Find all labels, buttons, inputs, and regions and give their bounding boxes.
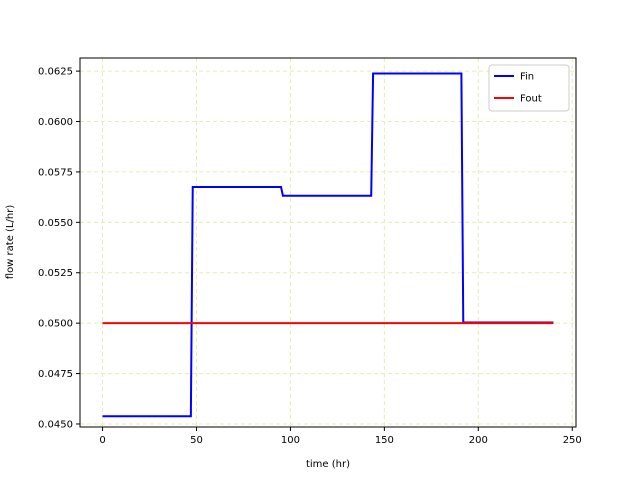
y-axis-ticks: 0.0450 0.0475 0.0500 0.0525 0.0550 0.0575 0.06… (38, 67, 80, 430)
legend: Fin Fout (488, 64, 570, 112)
legend-label-fin: Fin (520, 72, 534, 83)
plot-frame (79, 57, 577, 428)
legend-label-fout: Fout (520, 94, 542, 105)
x-tick-label: 50 (190, 435, 203, 446)
x-tick-label: 250 (563, 435, 582, 446)
x-axis-label: time (hr) (306, 459, 350, 470)
y-tick-label: 0.0575 (38, 167, 73, 178)
x-tick-label: 100 (281, 435, 300, 446)
x-tick-label: 200 (469, 435, 488, 446)
x-tick-label: 0 (99, 435, 105, 446)
y-tick-label: 0.0475 (38, 369, 73, 380)
y-tick-label: 0.0550 (38, 218, 73, 229)
y-tick-label: 0.0625 (38, 67, 73, 78)
grid (80, 58, 576, 427)
x-axis-ticks: 0 50 100 150 200 250 (99, 427, 582, 446)
y-axis-label: flow rate (L/hr) (5, 205, 16, 280)
series-layer (102, 72, 554, 418)
y-tick-label: 0.0500 (38, 319, 73, 330)
y-tick-label: 0.0600 (38, 117, 73, 128)
y-tick-label: 0.0450 (38, 419, 73, 430)
x-tick-label: 150 (375, 435, 394, 446)
series-line-fin (102, 72, 554, 418)
y-tick-label: 0.0525 (38, 268, 73, 279)
